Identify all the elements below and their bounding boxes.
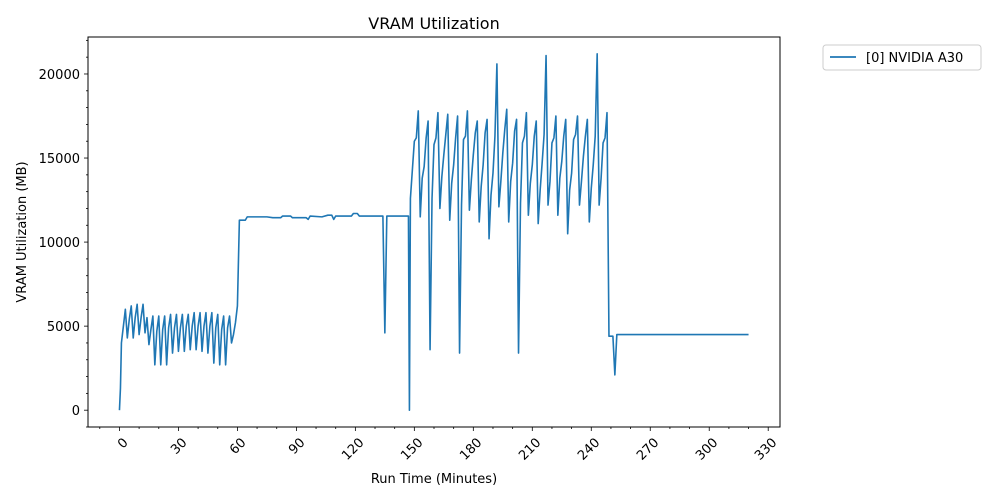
legend-box [822, 44, 982, 71]
x-tick-label: 270 [634, 435, 662, 463]
series-layer [118, 53, 749, 411]
x-tick-label: 150 [398, 435, 426, 463]
x-tick-label: 180 [457, 435, 485, 463]
x-tick-label: 30 [168, 435, 190, 457]
x-tick-label: 330 [752, 435, 780, 463]
legend-label: [0] NVIDIA A30 [866, 51, 963, 66]
y-tick-label: 0 [72, 404, 80, 419]
y-axis: 0 5000 10000 15000 20000 [39, 39, 88, 428]
legend: [0] NVIDIA A30 [822, 44, 982, 71]
x-tick-label: 0 [115, 435, 131, 451]
x-tick-label: 60 [227, 435, 249, 457]
x-tick-label: 90 [286, 435, 308, 457]
x-tick-label: 300 [693, 435, 721, 463]
y-tick-label: 10000 [39, 236, 80, 251]
y-tick-label: 15000 [39, 152, 80, 167]
y-axis-label: VRAM Utilization (MB) [15, 161, 30, 302]
y-tick-label: 5000 [47, 320, 80, 335]
x-tick-label: 120 [339, 435, 367, 463]
plot-area [87, 36, 781, 428]
chart-title: VRAM Utilization [368, 14, 499, 33]
x-tick-label: 210 [516, 435, 544, 463]
y-tick-label: 20000 [39, 68, 80, 83]
x-axis-label: Run Time (Minutes) [371, 472, 497, 487]
series-line [118, 53, 749, 411]
x-axis: 0 30 60 90 120 150 180 210 240 270 300 330 [99, 427, 780, 464]
x-tick-label: 240 [575, 435, 603, 463]
